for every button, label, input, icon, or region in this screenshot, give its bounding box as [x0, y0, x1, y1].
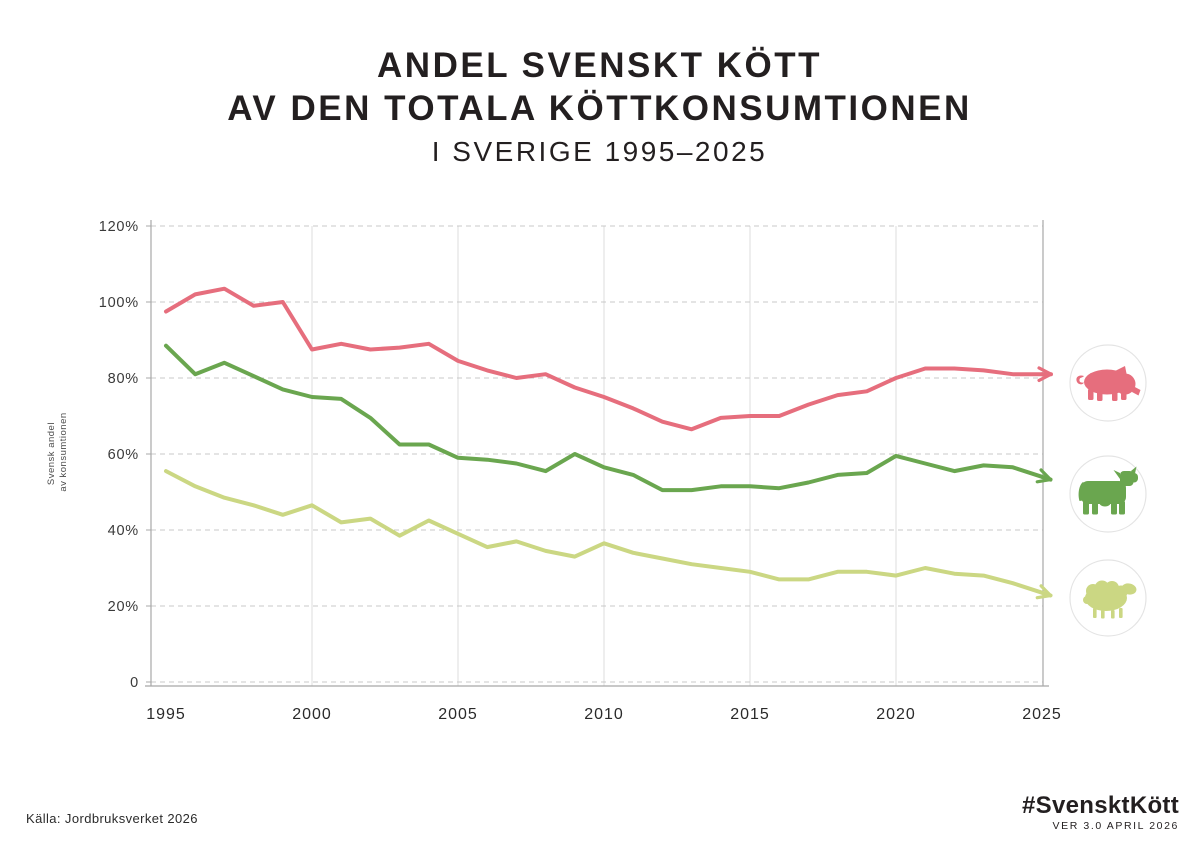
y-tick-label: 0	[130, 675, 139, 691]
x-tick-label: 2025	[1022, 706, 1062, 723]
x-tick-label: 1995	[146, 706, 186, 723]
x-tick-label: 2000	[292, 706, 332, 723]
sheep-icon	[1083, 580, 1137, 619]
cow-icon	[1078, 466, 1138, 515]
y-tick-label: 120%	[99, 219, 139, 235]
pig-icon	[1076, 366, 1141, 401]
chart-axes: 120% 100% 80% 60% 40% 20% 0 1995 2000 2005 2010 201…	[99, 219, 1062, 723]
title-line-2: AV DEN TOTALA KÖTTKONSUMTIONEN	[227, 89, 972, 128]
brand-block: #SvensktKött VER 3.0 APRIL 2026	[1022, 792, 1179, 833]
source-note: Källa: Jordbruksverket 2026	[26, 811, 198, 826]
legend-icons	[1069, 344, 1147, 637]
x-tick-label: 2005	[438, 706, 478, 723]
arrowhead-lamb	[1039, 584, 1053, 598]
chart-series	[164, 286, 1053, 600]
version-label: VER 3.0 APRIL 2026	[1052, 820, 1179, 832]
chart-grid	[151, 225, 1043, 686]
x-tick-label: 2015	[730, 706, 770, 723]
x-tick-label: 2020	[876, 706, 916, 723]
title-block: ANDEL SVENSKT KÖTT AV DEN TOTALA KÖTTKON…	[0, 44, 1199, 169]
y-axis-title: Svensk andel av konsumtionen	[46, 412, 69, 491]
y-tick-label: 100%	[99, 295, 139, 311]
arrowhead-lamb	[1035, 593, 1053, 600]
subtitle: I SVERIGE 1995–2025	[431, 136, 768, 167]
arrowhead-beef	[1035, 477, 1053, 484]
series-line-beef	[164, 343, 1044, 493]
y-tick-label: 20%	[108, 599, 139, 615]
arrowhead-pork	[1037, 366, 1053, 376]
x-tick-label: 2010	[584, 706, 624, 723]
title-line-1: ANDEL SVENSKT KÖTT	[377, 46, 822, 85]
y-tick-label: 40%	[108, 523, 139, 539]
series-line-lamb	[164, 469, 1044, 595]
series-line-pork	[164, 286, 1044, 432]
arrowhead-beef	[1039, 468, 1053, 482]
arrowhead-pork	[1037, 372, 1053, 383]
y-tick-label: 80%	[108, 371, 139, 387]
hashtag: #SvensktKött	[1022, 792, 1179, 819]
y-tick-label: 60%	[108, 447, 139, 463]
